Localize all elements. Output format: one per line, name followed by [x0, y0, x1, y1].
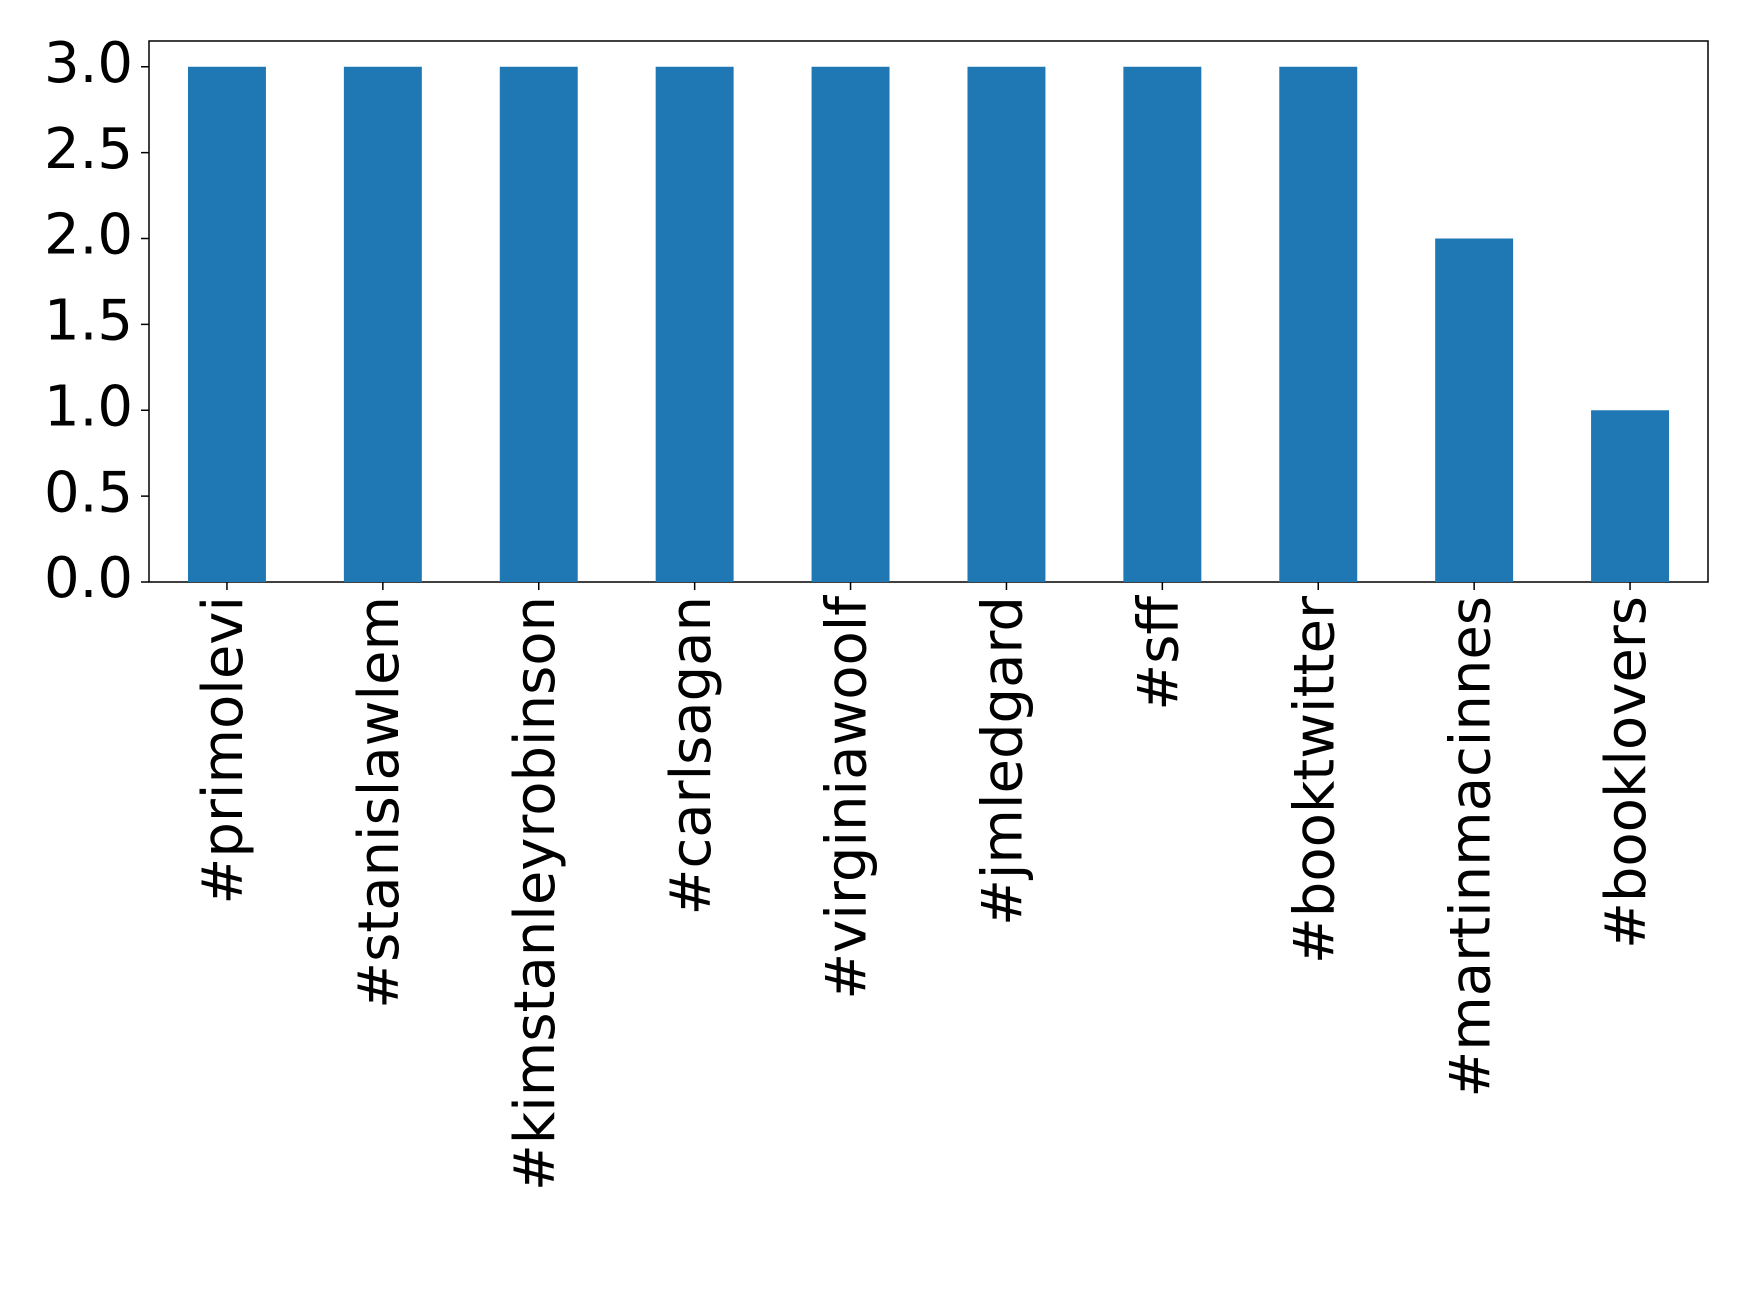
- bar: [343, 66, 422, 582]
- bar: [655, 66, 734, 582]
- y-tick-label: 0.5: [44, 460, 133, 525]
- y-tick-label: 0.0: [44, 546, 133, 611]
- x-tick-label: #booktwitter: [1282, 595, 1347, 964]
- bar: [187, 66, 266, 582]
- y-tick-label: 1.0: [44, 374, 133, 439]
- y-tick-label: 3.0: [44, 31, 133, 96]
- x-tick-label: #sff: [1126, 595, 1191, 711]
- y-tick-label: 2.0: [44, 203, 133, 268]
- bar: [1435, 238, 1514, 582]
- x-tick-label: #stanislawlem: [347, 596, 412, 1009]
- x-tick-label: #kimstanleyrobinson: [503, 596, 568, 1191]
- x-tick-label: #carlsagan: [659, 596, 724, 915]
- x-tick-label: #virginiawoolf: [815, 595, 880, 1000]
- x-tick-label: #primolevi: [191, 596, 256, 905]
- plot-frame: [148, 40, 1709, 583]
- y-tick-label: 2.5: [44, 117, 133, 182]
- bar: [1123, 66, 1202, 582]
- bar: [1591, 410, 1670, 582]
- x-tick-label: #booklovers: [1594, 596, 1659, 949]
- bar: [811, 66, 890, 582]
- bar: [1279, 66, 1358, 582]
- x-tick-label: #martinmacinnes: [1438, 596, 1503, 1098]
- bar: [967, 66, 1046, 582]
- bar: [499, 66, 578, 582]
- y-tick-label: 1.5: [44, 289, 133, 354]
- x-tick-label: #jmledgard: [971, 596, 1036, 926]
